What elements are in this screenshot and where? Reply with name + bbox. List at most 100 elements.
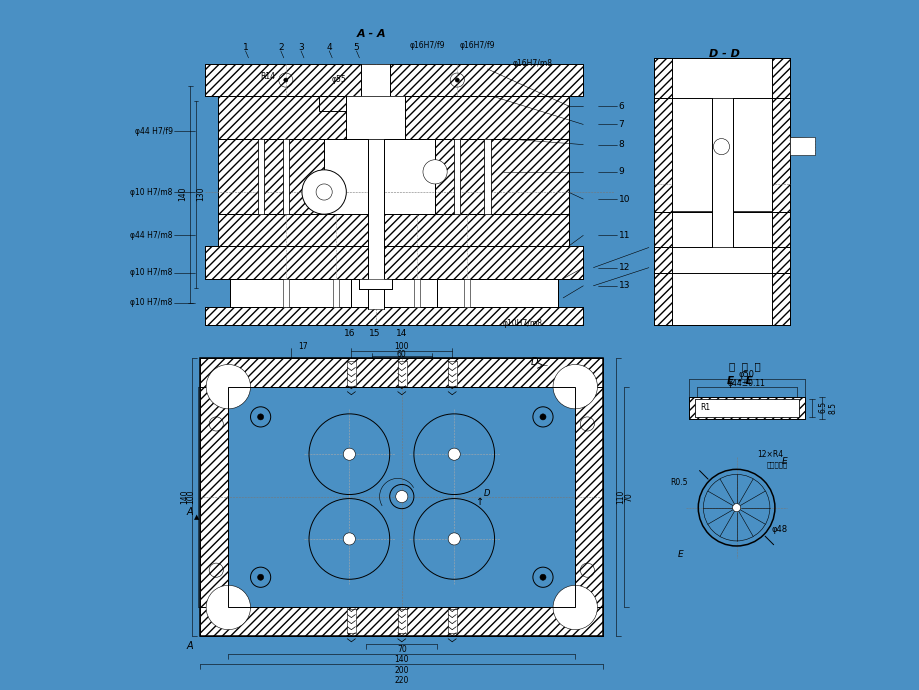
Bar xyxy=(653,58,671,98)
Text: 140: 140 xyxy=(178,187,187,201)
Text: 100: 100 xyxy=(187,490,196,504)
Bar xyxy=(695,399,799,417)
Text: 6: 6 xyxy=(618,102,624,111)
Bar xyxy=(771,98,789,213)
Text: φ16H7/f9: φ16H7/f9 xyxy=(409,41,444,50)
Bar xyxy=(333,279,339,307)
Bar xyxy=(218,214,569,246)
Text: R1: R1 xyxy=(699,404,709,413)
Circle shape xyxy=(343,448,355,460)
Circle shape xyxy=(423,160,447,184)
Text: φ16H7/m8: φ16H7/m8 xyxy=(512,59,552,68)
Text: φ44±0.11: φ44±0.11 xyxy=(727,379,765,388)
Bar xyxy=(347,362,356,386)
Bar xyxy=(205,246,583,279)
Bar xyxy=(319,96,380,111)
Bar xyxy=(771,98,789,213)
Bar xyxy=(351,279,437,307)
Text: 5: 5 xyxy=(353,43,359,52)
Circle shape xyxy=(283,78,288,82)
Text: 10: 10 xyxy=(618,195,630,204)
Bar xyxy=(448,609,457,633)
Bar xyxy=(218,214,569,246)
Bar xyxy=(653,248,789,273)
Circle shape xyxy=(206,585,250,630)
Bar xyxy=(200,358,603,386)
Text: φ10 H7/m8: φ10 H7/m8 xyxy=(130,299,173,308)
Text: 8: 8 xyxy=(618,140,624,149)
Text: E: E xyxy=(781,457,787,466)
Text: 8.5: 8.5 xyxy=(828,402,837,414)
Bar xyxy=(323,139,435,214)
Bar xyxy=(230,279,351,307)
Text: R14: R14 xyxy=(260,72,275,81)
Bar xyxy=(771,58,789,98)
Bar xyxy=(397,362,406,386)
Bar xyxy=(448,362,457,386)
Text: 17: 17 xyxy=(298,342,308,351)
Bar xyxy=(323,139,435,214)
Bar xyxy=(205,64,583,96)
Bar xyxy=(319,96,380,111)
Text: 16: 16 xyxy=(343,328,355,337)
Bar xyxy=(367,139,383,309)
Bar xyxy=(653,58,789,325)
Text: 130: 130 xyxy=(197,187,205,201)
Text: 60: 60 xyxy=(396,350,406,359)
Bar xyxy=(257,139,264,214)
Bar xyxy=(653,273,789,325)
Bar xyxy=(218,96,569,139)
Bar xyxy=(672,58,771,325)
Circle shape xyxy=(448,533,460,545)
Bar xyxy=(200,607,603,635)
Bar xyxy=(653,248,789,273)
Text: 6.5: 6.5 xyxy=(818,401,827,413)
Bar xyxy=(397,609,406,633)
Text: 15: 15 xyxy=(369,328,380,337)
Circle shape xyxy=(732,504,740,512)
Text: D: D xyxy=(483,489,490,498)
Text: 14: 14 xyxy=(396,328,407,337)
Text: D - D: D - D xyxy=(709,49,739,59)
Circle shape xyxy=(316,184,332,200)
Text: 220: 220 xyxy=(394,676,409,684)
Bar xyxy=(435,139,569,214)
Bar xyxy=(464,279,470,307)
Text: R0.5: R0.5 xyxy=(670,478,687,487)
Text: φ16H7/f9: φ16H7/f9 xyxy=(460,41,494,50)
Bar xyxy=(218,139,323,214)
Text: 70: 70 xyxy=(396,645,406,654)
Bar xyxy=(230,279,558,307)
Text: 2: 2 xyxy=(278,43,283,52)
Text: 13: 13 xyxy=(618,282,630,290)
Bar xyxy=(672,58,771,325)
Bar xyxy=(695,399,799,417)
Text: 沿圆周均布: 沿圆周均布 xyxy=(766,461,787,468)
Bar xyxy=(200,358,603,635)
Text: φ50: φ50 xyxy=(738,370,754,379)
Bar xyxy=(789,137,814,155)
Bar xyxy=(574,386,603,607)
Bar xyxy=(228,386,574,607)
Circle shape xyxy=(257,414,264,420)
Text: E: E xyxy=(676,549,682,558)
Circle shape xyxy=(539,574,545,580)
Text: 100: 100 xyxy=(394,342,409,351)
Bar xyxy=(205,64,583,96)
Bar xyxy=(435,139,569,214)
Text: A: A xyxy=(187,506,193,517)
Bar xyxy=(711,98,732,248)
Bar xyxy=(205,246,583,279)
Circle shape xyxy=(395,491,407,502)
Bar xyxy=(359,279,391,289)
Bar xyxy=(653,98,671,213)
Bar xyxy=(351,279,437,307)
Bar xyxy=(653,58,789,325)
Text: 4: 4 xyxy=(326,43,332,52)
Text: A: A xyxy=(187,641,193,651)
Bar xyxy=(574,386,603,607)
Text: φ44 H7/m8: φ44 H7/m8 xyxy=(130,231,173,240)
Bar xyxy=(230,279,351,307)
Circle shape xyxy=(552,585,596,630)
Bar xyxy=(437,279,558,307)
